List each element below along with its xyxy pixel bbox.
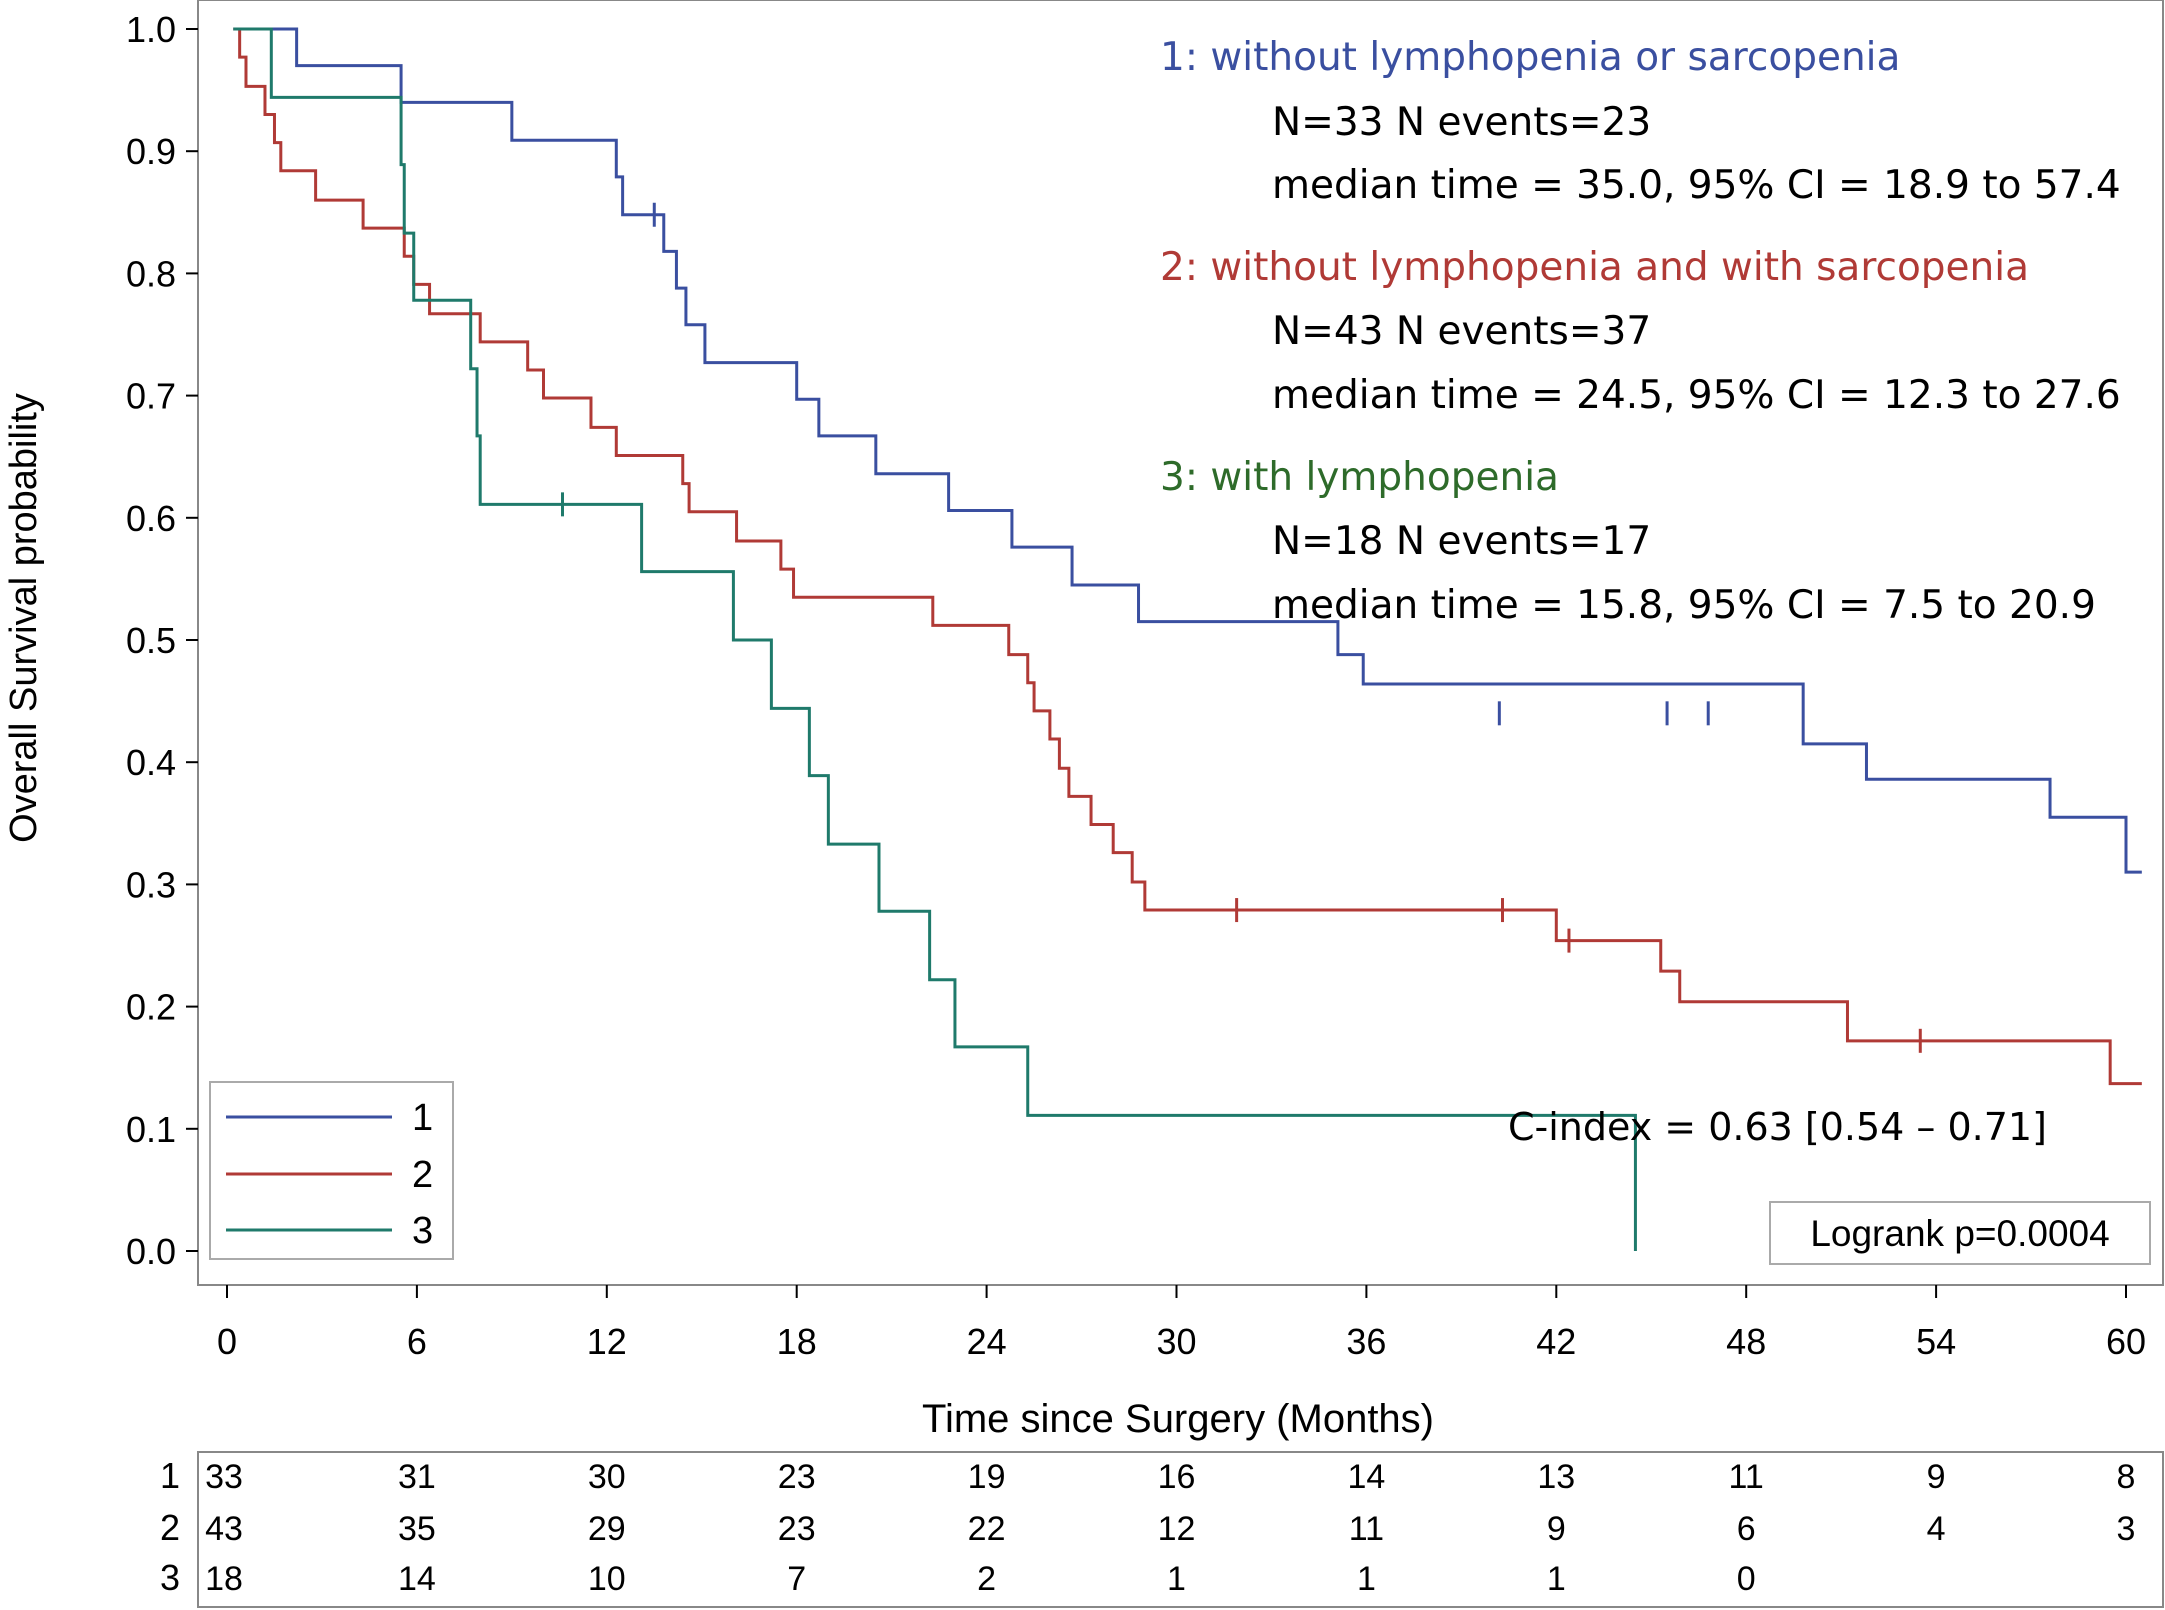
risk-cell: 18 <box>205 1560 243 1598</box>
risk-cell: 16 <box>1158 1458 1196 1496</box>
risk-cell: 23 <box>778 1510 816 1548</box>
risk-table-frame <box>197 1451 2164 1608</box>
risk-cell: 1 <box>1547 1560 1566 1598</box>
risk-cell: 11 <box>1349 1510 1384 1548</box>
y-tick-label: 0.9 <box>126 131 176 172</box>
y-tick-label: 0.5 <box>126 620 176 661</box>
y-axis-label: Overall Survival probability <box>3 393 45 843</box>
legend-label-3: 3 <box>412 1210 433 1252</box>
risk-cell: 19 <box>968 1458 1006 1496</box>
risk-row-label: 3 <box>160 1557 180 1598</box>
group2-title: 2: without lymphopenia and with sarcopen… <box>1160 245 2029 290</box>
risk-cell: 33 <box>205 1458 243 1496</box>
risk-cell: 9 <box>1547 1510 1566 1548</box>
group3-median: median time = 15.8, 95% CI = 7.5 to 20.9 <box>1272 583 2096 628</box>
series-layer <box>233 27 2142 1251</box>
series-3-line <box>233 27 1637 1251</box>
group-annotations: 1: without lymphopenia or sarcopenia N=3… <box>1160 35 2121 1149</box>
series-1-line <box>233 27 2142 874</box>
group3-title: 3: with lymphopenia <box>1160 455 1559 500</box>
risk-cell: 14 <box>1347 1458 1385 1496</box>
group1-title: 1: without lymphopenia or sarcopenia <box>1160 35 1900 80</box>
risk-cell: 10 <box>588 1560 626 1598</box>
legend-label-1: 1 <box>412 1097 433 1139</box>
x-tick-label: 24 <box>967 1321 1007 1362</box>
y-tick-label: 0.8 <box>126 253 176 294</box>
risk-cell: 14 <box>398 1560 436 1598</box>
legend: 1 2 3 <box>209 1081 454 1260</box>
risk-cell: 22 <box>968 1510 1006 1548</box>
x-axis: 0 6 12 18 24 30 36 42 48 54 60 <box>217 1285 2146 1362</box>
c-index: C-index = 0.63 [0.54 – 0.71] <box>1508 1105 2047 1149</box>
risk-cell: 29 <box>588 1510 626 1548</box>
y-tick-label: 0.1 <box>126 1109 176 1150</box>
x-tick-label: 12 <box>587 1321 627 1362</box>
x-tick-label: 6 <box>407 1321 427 1362</box>
risk-cell: 11 <box>1729 1458 1764 1496</box>
risk-cell: 13 <box>1537 1458 1575 1496</box>
x-tick-label: 54 <box>1916 1321 1956 1362</box>
group2-counts: N=43 N events=37 <box>1272 309 1651 354</box>
risk-cell: 3 <box>2117 1510 2136 1548</box>
risk-row-label: 2 <box>160 1507 180 1548</box>
risk-cell: 30 <box>588 1458 626 1496</box>
risk-cell: 1 <box>1357 1560 1376 1598</box>
risk-row-label: 1 <box>160 1455 180 1496</box>
legend-label-2: 2 <box>412 1154 433 1196</box>
risk-cell: 43 <box>205 1510 243 1548</box>
risk-cell: 23 <box>778 1458 816 1496</box>
risk-table: 1 33 31 30 23 19 16 14 13 11 9 82 43 35 29 23 22 12 11 9 6 4 3… <box>160 1455 2135 1598</box>
logrank-text: Logrank p=0.0004 <box>1810 1213 2109 1254</box>
risk-cell: 2 <box>977 1560 996 1598</box>
x-tick-label: 0 <box>217 1321 237 1362</box>
y-tick-label: 0.0 <box>126 1231 176 1272</box>
y-tick-label: 0.6 <box>126 498 176 539</box>
y-axis: 0.0 0.1 0.2 0.3 0.4 0.5 0.6 0.7 0.8 0.9 1.0 <box>126 9 198 1272</box>
y-tick-label: 1.0 <box>126 9 176 50</box>
group1-counts: N=33 N events=23 <box>1272 100 1651 145</box>
logrank-box <box>1769 1201 2151 1265</box>
risk-cell: 4 <box>1927 1510 1946 1548</box>
risk-cell: 1 <box>1167 1560 1186 1598</box>
group3-counts: N=18 N events=17 <box>1272 519 1651 564</box>
risk-cell: 8 <box>2117 1458 2136 1496</box>
y-tick-label: 0.3 <box>126 864 176 905</box>
x-tick-label: 30 <box>1156 1321 1196 1362</box>
y-tick-label: 0.2 <box>126 987 176 1028</box>
plot-frame <box>197 0 2164 1286</box>
risk-cell: 6 <box>1737 1510 1756 1548</box>
risk-cell: 12 <box>1158 1510 1196 1548</box>
group1-median: median time = 35.0, 95% CI = 18.9 to 57.… <box>1272 163 2121 208</box>
risk-cell: 9 <box>1927 1458 1946 1496</box>
risk-cell: 0 <box>1737 1560 1756 1598</box>
risk-cell: 35 <box>398 1510 436 1548</box>
x-axis-label: Time since Surgery (Months) <box>922 1397 1434 1441</box>
risk-cell: 31 <box>398 1458 436 1496</box>
x-tick-label: 42 <box>1536 1321 1576 1362</box>
x-tick-label: 36 <box>1346 1321 1386 1362</box>
group2-median: median time = 24.5, 95% CI = 12.3 to 27.… <box>1272 373 2121 418</box>
y-tick-label: 0.4 <box>126 742 176 783</box>
risk-cell: 7 <box>787 1560 806 1598</box>
x-tick-label: 18 <box>777 1321 817 1362</box>
x-tick-label: 48 <box>1726 1321 1766 1362</box>
series-2-line <box>233 27 2142 1086</box>
x-tick-label: 60 <box>2106 1321 2146 1362</box>
y-tick-label: 0.7 <box>126 376 176 417</box>
